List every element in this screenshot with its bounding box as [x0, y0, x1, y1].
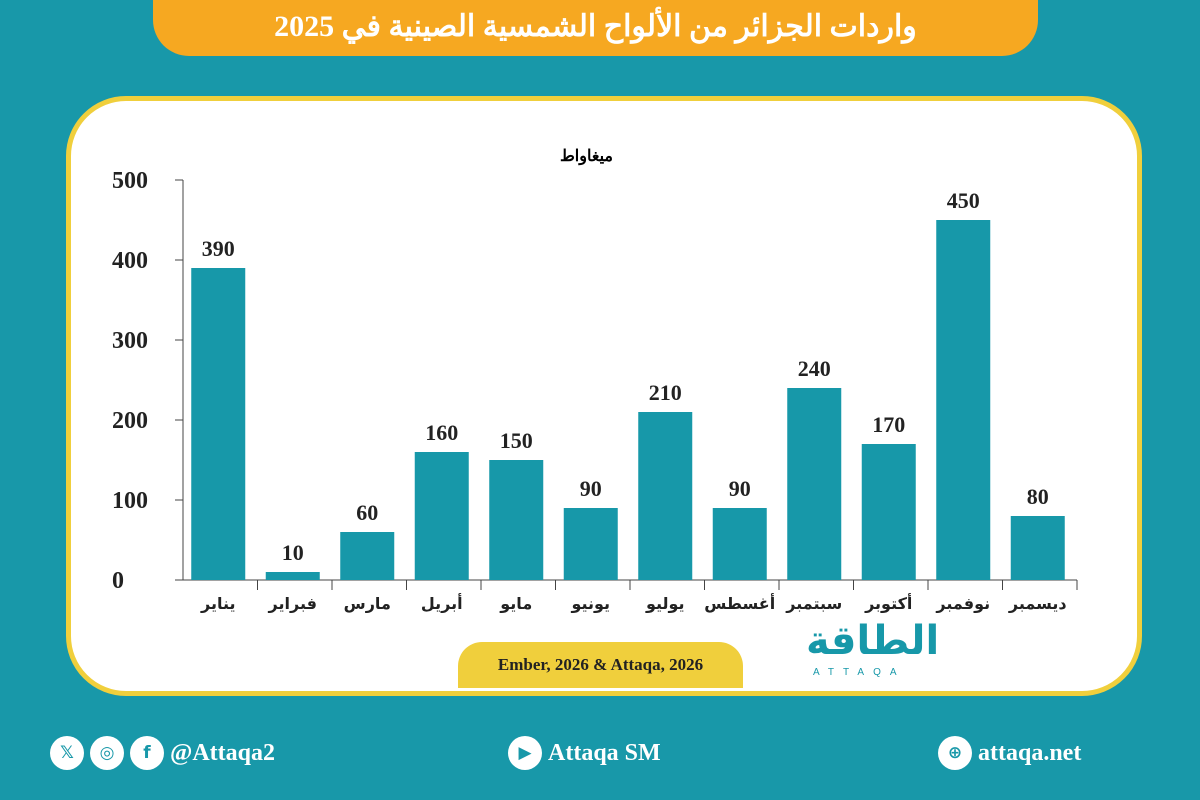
x-tick-label: يوليو [645, 594, 685, 613]
x-tick-label: يونيو [570, 594, 610, 613]
data-label: 210 [649, 380, 682, 405]
bar [936, 220, 991, 580]
y-tick-label: 100 [112, 488, 148, 514]
x-tick-label: أغسطس [704, 593, 775, 613]
globe-icon: ⊕ [938, 736, 972, 770]
bar [265, 572, 320, 580]
y-tick-label: 300 [112, 328, 148, 354]
data-label: 90 [729, 476, 751, 501]
data-label: 150 [500, 428, 533, 453]
youtube-icon[interactable]: ▶ [508, 736, 542, 770]
y-tick-label: 400 [112, 248, 148, 274]
bar [191, 268, 246, 580]
data-label: 390 [202, 236, 235, 261]
x-tick-label: مارس [344, 594, 391, 613]
data-label: 60 [356, 500, 378, 525]
attaqa-logo-latin: ATTAQA [813, 667, 906, 678]
data-label: 10 [282, 540, 304, 565]
x-tick-label: ديسمبر [1008, 594, 1067, 613]
chart-title: واردات الجزائر من الألواح الشمسية الصيني… [153, 0, 1038, 56]
y-tick-label: 500 [112, 168, 148, 194]
y-axis-label: ميغاواط [560, 148, 613, 165]
bar [489, 460, 544, 580]
bar [563, 508, 618, 580]
data-label: 170 [872, 412, 905, 437]
data-label: 240 [798, 356, 831, 381]
bar [861, 444, 916, 580]
youtube-channel[interactable]: Attaqa SM [548, 739, 661, 766]
x-icon[interactable]: 𝕏 [50, 736, 84, 770]
source-label: Ember, 2026 & Attaqa, 2026 [458, 642, 743, 688]
x-tick-label: أكتوبر [864, 593, 912, 613]
x-tick-label: أبريل [421, 593, 463, 613]
data-label: 160 [425, 420, 458, 445]
y-tick-label: 200 [112, 408, 148, 434]
x-tick-label: فبراير [268, 594, 317, 613]
data-label: 90 [580, 476, 602, 501]
data-label: 450 [947, 188, 980, 213]
youtube-footer: ▶ Attaqa SM [508, 736, 661, 770]
facebook-icon[interactable]: f [130, 736, 164, 770]
x-tick-label: يناير [200, 594, 236, 613]
bar [1010, 516, 1065, 580]
x-tick-label: سبتمبر [785, 594, 842, 613]
bar [414, 452, 469, 580]
data-label: 80 [1027, 484, 1049, 509]
social-handle[interactable]: @Attaqa2 [170, 739, 275, 766]
website-footer: ⊕ attaqa.net [938, 736, 1081, 770]
y-tick-label: 0 [112, 568, 124, 594]
website-link[interactable]: attaqa.net [978, 739, 1082, 766]
attaqa-logo: الطاقة [806, 618, 940, 664]
bar [638, 412, 693, 580]
instagram-icon[interactable]: ◎ [90, 736, 124, 770]
x-tick-label: نوفمبر [935, 594, 990, 613]
bar [340, 532, 395, 580]
x-tick-label: مايو [499, 594, 532, 613]
social-footer: 𝕏 ◎ f @Attaqa2 [50, 736, 275, 770]
bar [787, 388, 842, 580]
bar [712, 508, 767, 580]
